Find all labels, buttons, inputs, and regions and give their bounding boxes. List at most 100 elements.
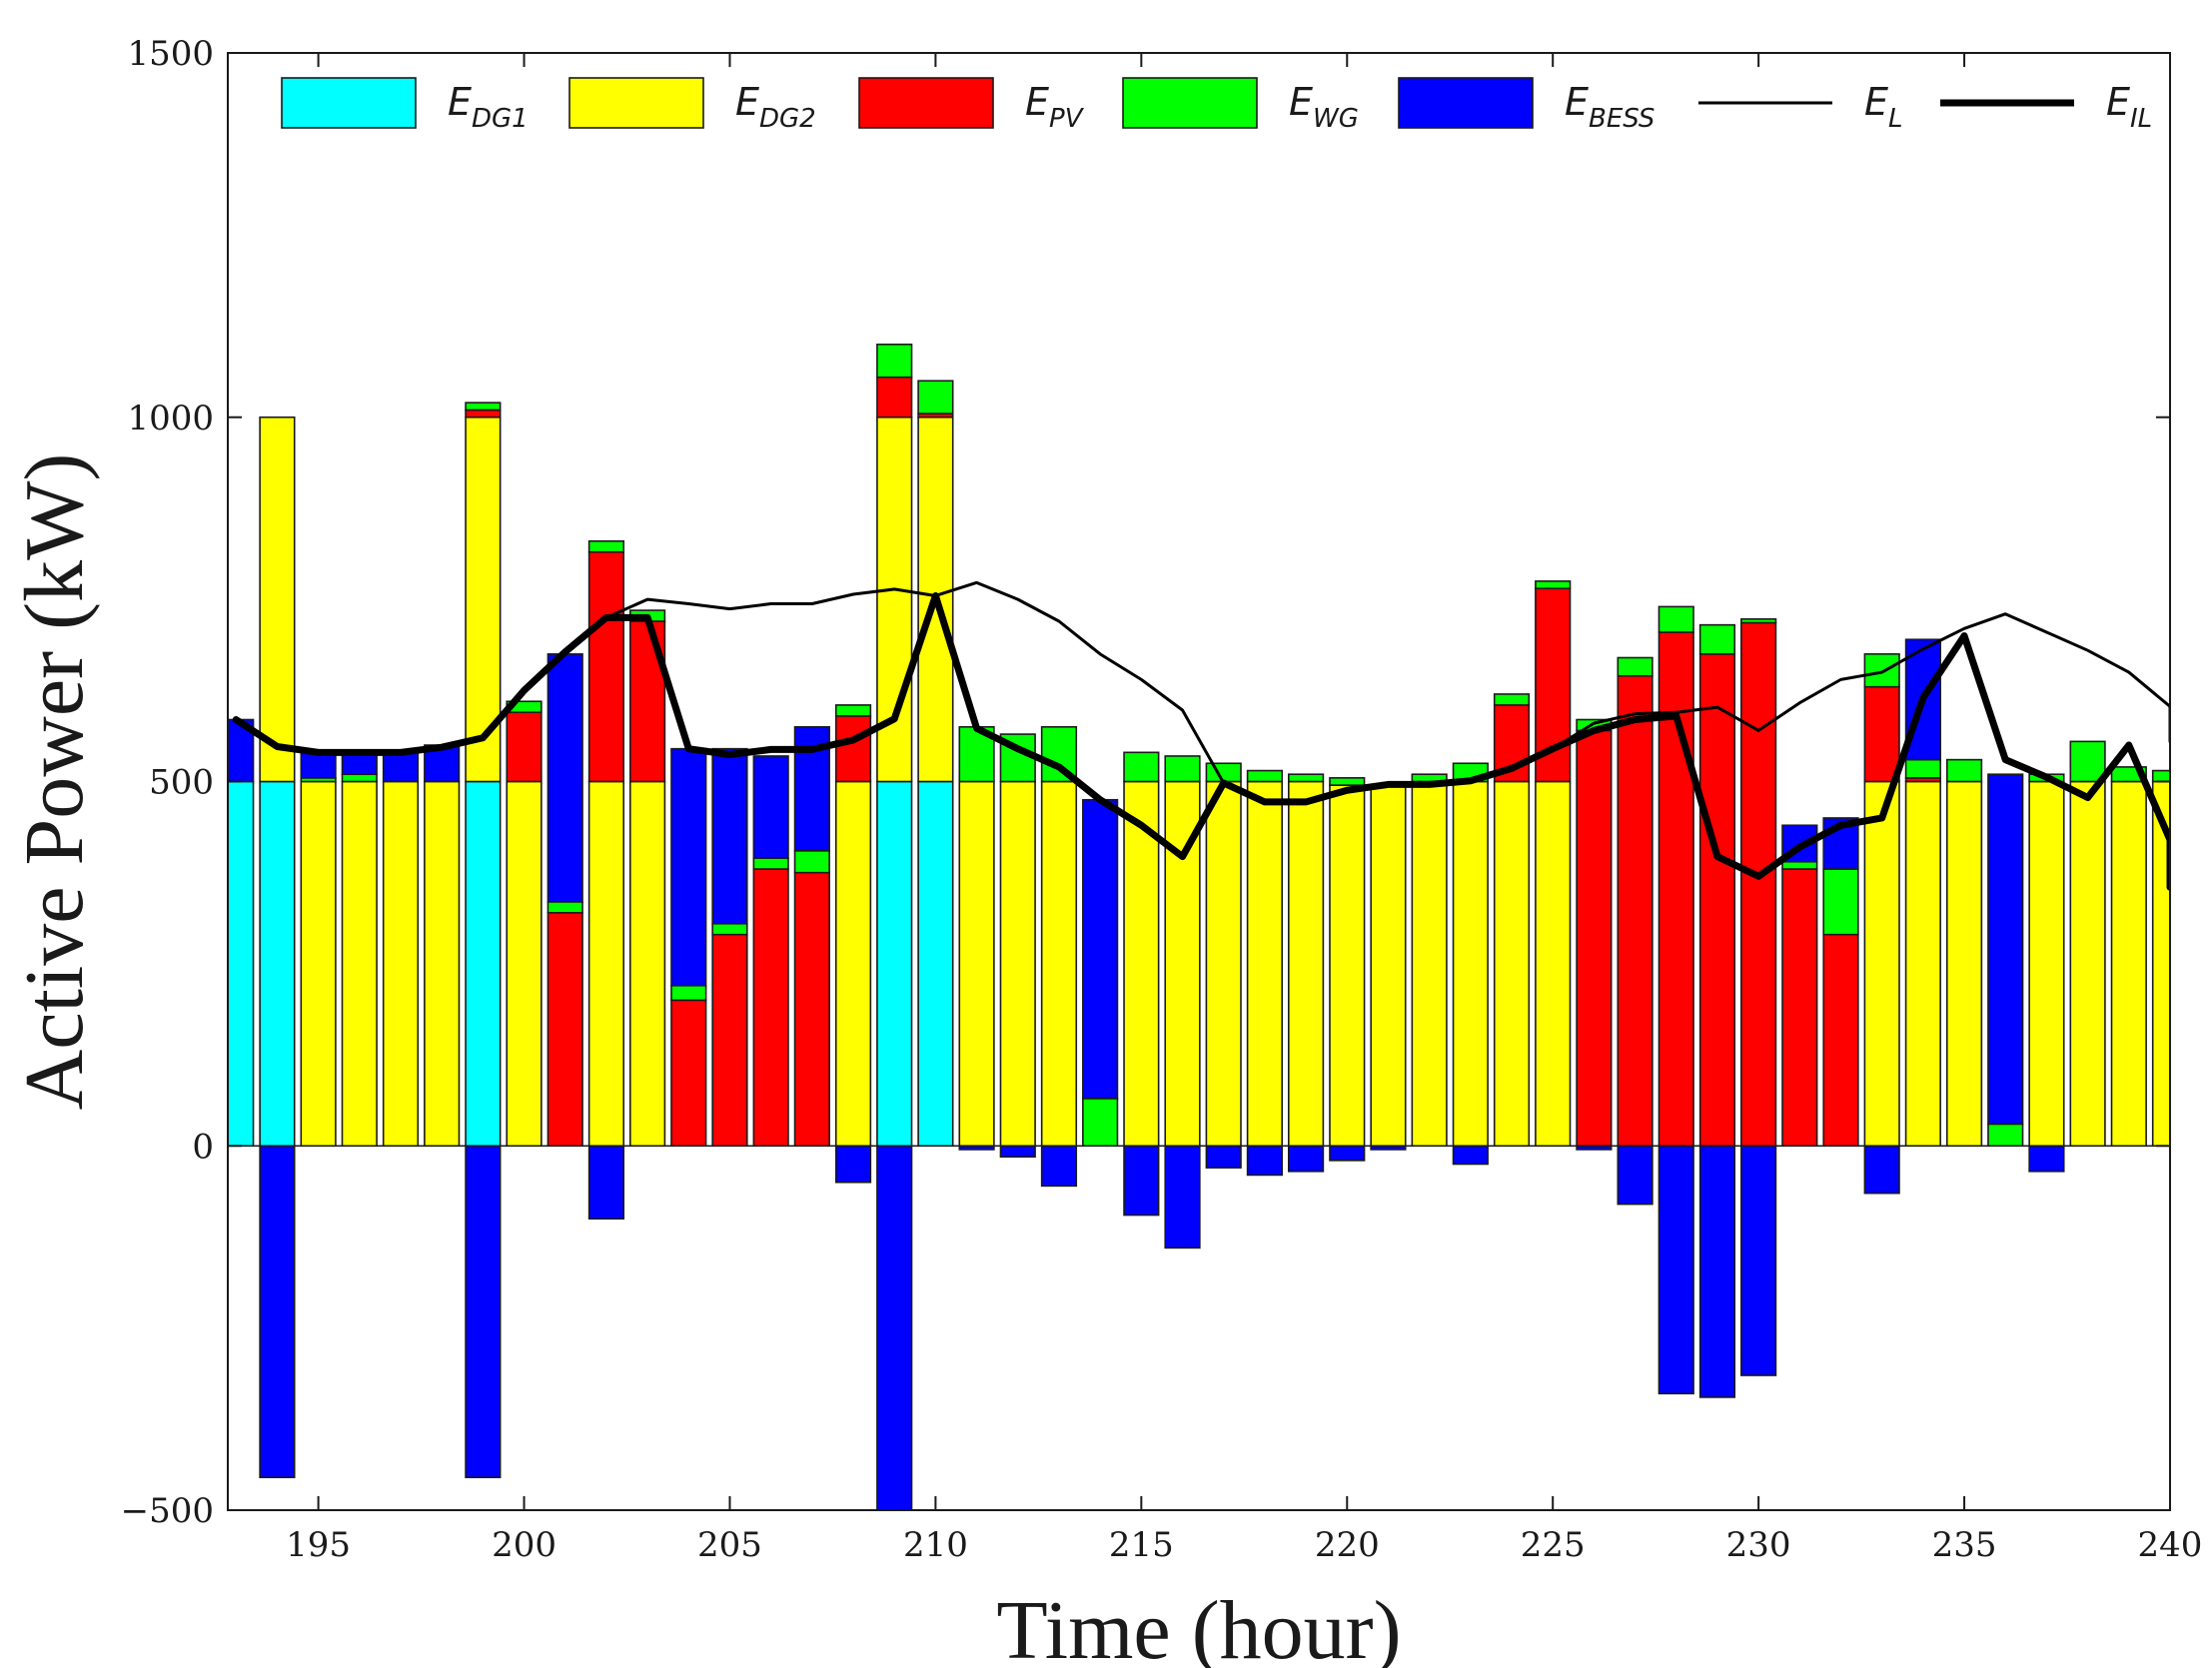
legend-label-dg1: EDG1: [448, 80, 529, 134]
bar-dg2-239: [2110, 780, 2147, 1148]
bar-wg-214: [1082, 1098, 1119, 1148]
stacked-bars: [228, 343, 2170, 1510]
bar-bess-220: [1329, 1145, 1366, 1162]
bar-pv-228: [1658, 631, 1694, 1148]
bar-bess-216: [1164, 1145, 1201, 1250]
bar-bess-199: [465, 1145, 502, 1478]
bar-bess-202: [587, 1145, 625, 1220]
x-tick-label-235: 235: [1932, 1525, 1997, 1565]
bar-bess-230: [1740, 1145, 1777, 1376]
bar-dg2-198: [424, 780, 461, 1148]
bar-dg2-238: [2069, 780, 2106, 1148]
x-tick-label-240: 240: [2138, 1525, 2203, 1565]
bar-wg-210: [917, 380, 954, 415]
x-axis-title: Time (hour): [996, 1584, 1401, 1668]
bar-wg-230: [1740, 618, 1777, 624]
y-tick-label-1000: 1000: [127, 399, 214, 438]
bar-wg-205: [711, 922, 748, 936]
x-tick-label-195: 195: [286, 1525, 351, 1565]
bar-wg-232: [1822, 868, 1859, 936]
bar-dg1-209: [876, 780, 913, 1148]
legend-swatch-wg: [1122, 77, 1258, 129]
bar-wg-202: [587, 539, 625, 553]
x-tick-label-210: 210: [903, 1525, 968, 1565]
line-eil: [232, 591, 2170, 891]
bar-wg-236: [1987, 1123, 2024, 1148]
bar-bess-201: [547, 653, 583, 903]
bar-pv-232: [1822, 933, 1859, 1148]
bar-wg-233: [1863, 653, 1900, 688]
bar-bess-218: [1246, 1145, 1283, 1177]
bar-wg-204: [670, 984, 707, 1002]
bar-bess-209: [876, 1145, 913, 1510]
bar-dg2-222: [1411, 780, 1448, 1148]
legend-label-dg2: EDG2: [735, 80, 816, 134]
y-tick-label-500: 500: [149, 763, 214, 803]
bar-bess-233: [1863, 1145, 1900, 1195]
bar-dg2-215: [1123, 780, 1160, 1148]
legend-swatch-dg1: [281, 77, 417, 129]
bar-pv-202: [587, 550, 625, 783]
x-tick-label-225: 225: [1521, 1525, 1586, 1565]
bar-bess-219: [1287, 1145, 1325, 1173]
bar-pv-208: [834, 715, 872, 783]
bar-pv-207: [793, 871, 830, 1148]
bar-dg2-221: [1370, 784, 1407, 1148]
bar-bess-206: [752, 755, 789, 859]
bar-bess-214: [1082, 798, 1119, 1100]
bar-dg2-194: [259, 416, 296, 783]
bar-pv-231: [1781, 868, 1818, 1148]
bar-dg1-193: [228, 780, 255, 1148]
x-tick-label-205: 205: [697, 1525, 762, 1565]
y-axis-ticks: −500 0 500 1000 1500: [121, 34, 2170, 1531]
x-axis-ticks: 195 200 205 210 215 220 225 230 235 240: [286, 53, 2202, 1565]
bar-wg-224: [1493, 693, 1531, 706]
bar-dg1-194: [259, 780, 296, 1148]
bar-wg-229: [1698, 623, 1736, 655]
bar-bess-229: [1698, 1145, 1736, 1398]
bar-wg-208: [834, 704, 872, 717]
bar-wg-216: [1164, 755, 1201, 783]
bar-wg-220: [1329, 777, 1366, 786]
bar-dg2-211: [958, 780, 995, 1148]
y-tick-label-1500: 1500: [127, 34, 214, 74]
x-tick-label-230: 230: [1726, 1525, 1791, 1565]
bar-dg1-210: [917, 780, 954, 1148]
bar-dg2-220: [1329, 784, 1366, 1148]
bar-dg2-195: [300, 780, 337, 1148]
bar-bess-204: [670, 747, 707, 987]
bar-bess-205: [711, 747, 748, 925]
bar-dg2-219: [1287, 780, 1325, 1148]
bar-wg-215: [1123, 751, 1160, 783]
bar-pv-230: [1740, 621, 1777, 1148]
legend-swatch-bess: [1398, 77, 1534, 129]
bar-bess-213: [1040, 1145, 1078, 1188]
bar-dg2-223: [1452, 780, 1489, 1148]
bar-dg2-208: [834, 780, 872, 1148]
bar-wg-199: [465, 402, 502, 412]
x-tick-label-200: 200: [492, 1525, 556, 1565]
bar-wg-228: [1658, 605, 1694, 633]
bar-wg-219: [1287, 773, 1325, 783]
bar-wg-238: [2069, 740, 2106, 783]
bar-dg2-212: [999, 780, 1036, 1148]
bar-wg-206: [752, 857, 789, 870]
bar-wg-207: [793, 849, 830, 874]
bar-dg2-224: [1493, 780, 1531, 1148]
bar-dg2-197: [382, 780, 420, 1148]
bar-bess-236: [1987, 773, 2024, 1126]
bar-wg-227: [1617, 656, 1654, 677]
bar-wg-201: [547, 901, 583, 914]
bar-dg2-237: [2028, 780, 2065, 1148]
bar-pv-226: [1576, 729, 1613, 1148]
bar-dg1-199: [465, 780, 502, 1148]
bar-dg2-217: [1205, 780, 1242, 1148]
bar-bess-237: [2028, 1145, 2065, 1173]
bar-pv-200: [506, 711, 543, 783]
legend-swatch-pv: [858, 77, 994, 129]
bar-wg-234: [1904, 758, 1941, 779]
bar-wg-235: [1945, 758, 1983, 783]
bar-dg2-218: [1246, 780, 1283, 1148]
bar-pv-209: [876, 376, 913, 418]
bar-bess-195: [300, 751, 337, 779]
